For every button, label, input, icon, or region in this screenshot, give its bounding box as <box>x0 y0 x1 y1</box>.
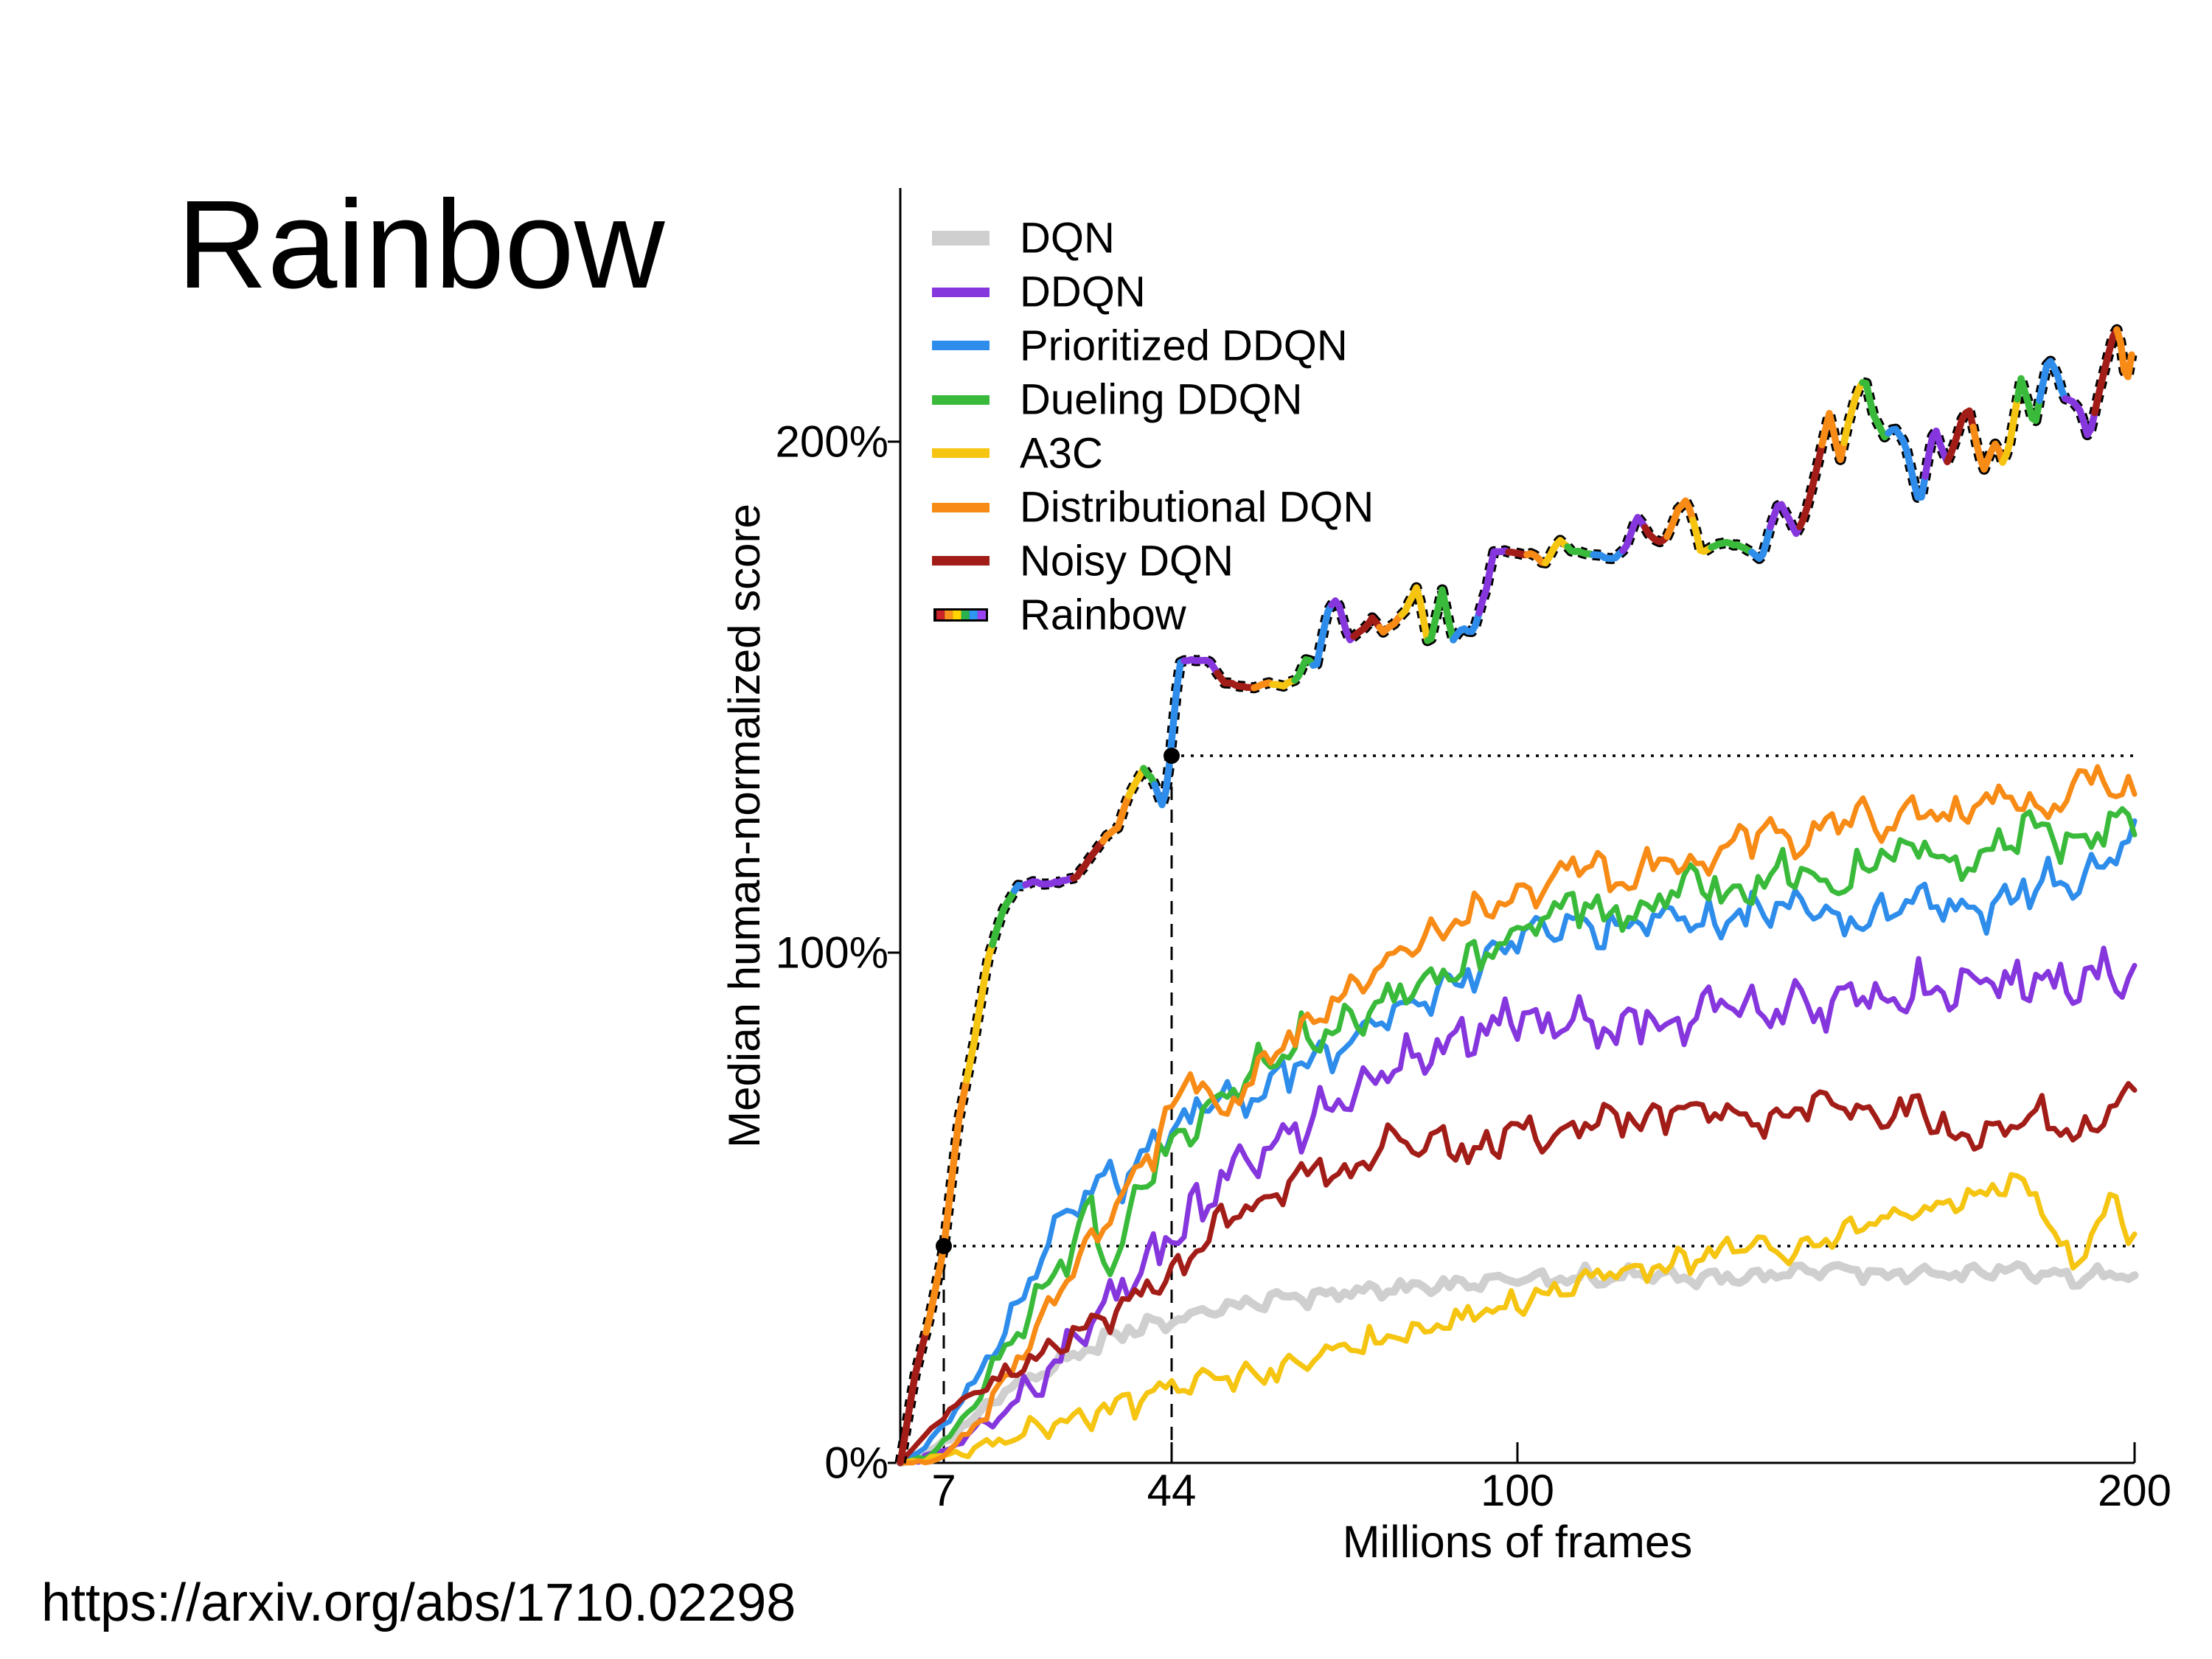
svg-text:Rainbow: Rainbow <box>1020 591 1187 639</box>
svg-text:Prioritized DDQN: Prioritized DDQN <box>1020 322 1348 370</box>
svg-text:Dueling DDQN: Dueling DDQN <box>1020 376 1303 424</box>
svg-text:44: 44 <box>1147 1466 1197 1515</box>
svg-text:A3C: A3C <box>1020 430 1103 478</box>
svg-text:100: 100 <box>1481 1466 1554 1515</box>
svg-text:100%: 100% <box>776 928 888 978</box>
svg-text:200: 200 <box>2098 1466 2171 1515</box>
svg-text:Distributional DQN: Distributional DQN <box>1020 484 1374 532</box>
svg-text:Noisy DQN: Noisy DQN <box>1020 538 1234 585</box>
svg-text:200%: 200% <box>776 417 888 467</box>
svg-text:DDQN: DDQN <box>1020 268 1146 316</box>
svg-text:Median human-normalized score: Median human-normalized score <box>720 504 769 1148</box>
svg-text:Millions of frames: Millions of frames <box>1343 1517 1693 1567</box>
svg-text:0%: 0% <box>824 1439 888 1488</box>
svg-text:DQN: DQN <box>1020 215 1115 262</box>
svg-text:7: 7 <box>931 1466 956 1515</box>
